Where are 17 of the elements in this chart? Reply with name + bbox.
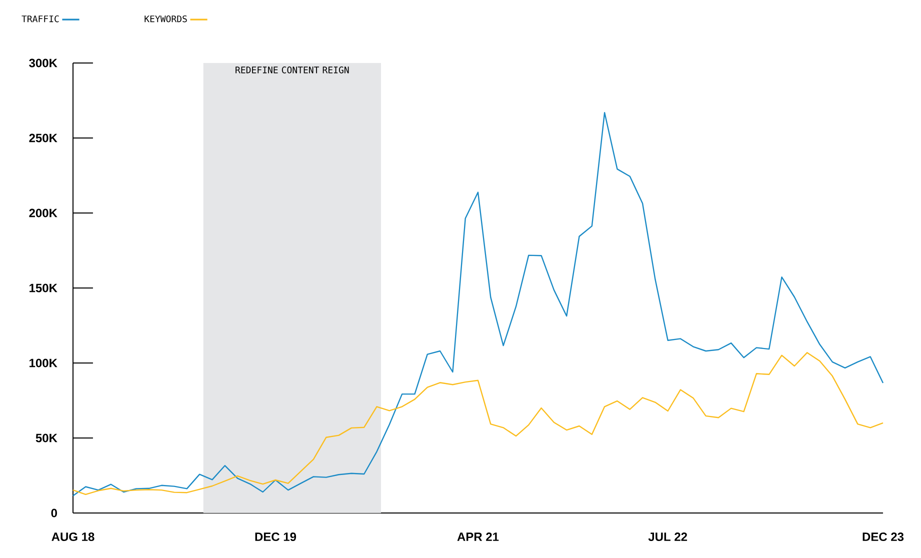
- x-tick-label: DEC 19: [255, 532, 296, 542]
- band-label: REDEFINE CONTENT REIGN: [236, 66, 349, 74]
- x-tick-label: APR 21: [457, 532, 499, 541]
- legend-label: TRAFFIC: [22, 15, 59, 22]
- line-series: [72, 352, 884, 495]
- y-tick-label: 100K: [30, 358, 58, 368]
- x-tick-label: JUL 22: [648, 532, 688, 542]
- y-tick-label: 250K: [29, 134, 58, 142]
- y-tick-label: 150K: [30, 284, 58, 292]
- y-tick-label: 200K: [29, 208, 58, 218]
- y-tick-label: 0: [51, 508, 57, 518]
- x-tick-label: DEC 23: [862, 532, 904, 542]
- x-tick-label: AUG 18: [52, 532, 94, 542]
- y-tick-label: 300K: [29, 58, 58, 68]
- y-tick-label: 50K: [36, 434, 58, 442]
- legend-label: KEYWORDS: [144, 15, 187, 22]
- line-series: [72, 112, 884, 496]
